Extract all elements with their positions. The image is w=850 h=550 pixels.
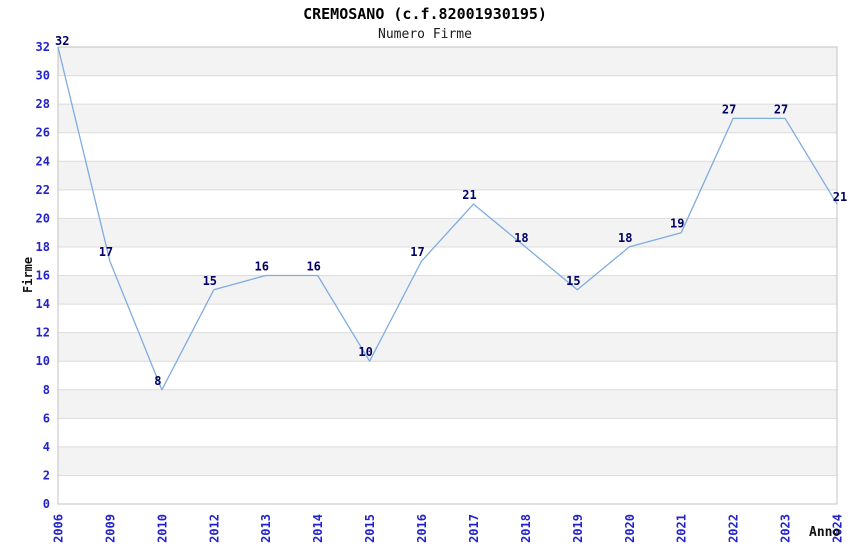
x-tick-label: 2022 bbox=[727, 514, 741, 543]
x-tick-label: 2021 bbox=[675, 514, 689, 543]
y-tick-label: 20 bbox=[36, 211, 50, 225]
data-line bbox=[57, 46, 838, 391]
data-label: 27 bbox=[722, 102, 736, 116]
data-label: 18 bbox=[514, 231, 528, 245]
plot-bands bbox=[58, 47, 837, 476]
x-tick-label: 2018 bbox=[519, 514, 533, 543]
data-labels: 32 17 8 15 16 16 10 17 21 18 15 18 19 27 27 21 bbox=[55, 34, 847, 388]
data-label: 32 bbox=[55, 34, 69, 48]
x-tick-label: 2013 bbox=[259, 514, 273, 543]
data-label: 17 bbox=[410, 245, 424, 259]
grid-lines bbox=[58, 46, 837, 505]
x-tick-label: 2010 bbox=[155, 514, 169, 543]
plot-band bbox=[58, 161, 837, 190]
plot-band bbox=[58, 389, 837, 419]
data-label: 16 bbox=[306, 260, 320, 274]
data-label: 15 bbox=[203, 274, 217, 288]
chart-subtitle: Numero Firme bbox=[378, 27, 472, 42]
y-tick-label: 32 bbox=[36, 40, 50, 54]
y-tick-label: 0 bbox=[43, 497, 50, 511]
y-tick-label: 12 bbox=[36, 326, 50, 340]
x-tick-label: 2012 bbox=[207, 514, 221, 543]
x-tick-label: 2019 bbox=[571, 514, 585, 543]
x-tick-labels: 2006 2009 2010 2012 2013 2014 2015 2016 2017 2018… bbox=[52, 514, 845, 543]
data-label: 27 bbox=[774, 102, 788, 116]
data-label: 21 bbox=[462, 188, 476, 202]
y-tick-label: 26 bbox=[36, 126, 50, 140]
plot-band bbox=[58, 275, 837, 305]
y-tick-label: 22 bbox=[36, 183, 50, 197]
x-axis-title: Anno bbox=[809, 525, 841, 540]
x-tick-label: 2009 bbox=[103, 514, 117, 543]
data-label: 16 bbox=[255, 260, 269, 274]
data-label: 19 bbox=[670, 217, 684, 231]
x-tick-label: 2023 bbox=[779, 514, 793, 543]
x-tick-label: 2006 bbox=[52, 514, 66, 543]
data-label: 21 bbox=[833, 190, 847, 204]
y-tick-label: 30 bbox=[36, 69, 50, 83]
data-label: 8 bbox=[154, 374, 161, 388]
plot-band bbox=[58, 332, 837, 362]
data-label: 18 bbox=[618, 231, 632, 245]
y-tick-label: 24 bbox=[36, 154, 50, 168]
data-label: 10 bbox=[358, 345, 372, 359]
data-label: 15 bbox=[566, 274, 580, 288]
y-axis-title: Firme bbox=[21, 256, 35, 293]
y-tick-label: 10 bbox=[36, 354, 50, 368]
x-tick-label: 2024 bbox=[831, 514, 845, 543]
x-tick-label: 2014 bbox=[311, 514, 325, 543]
y-tick-label: 6 bbox=[43, 411, 50, 425]
x-tick-label: 2016 bbox=[415, 514, 429, 543]
y-tick-label: 2 bbox=[43, 468, 50, 482]
x-tick-label: 2017 bbox=[467, 514, 481, 543]
y-tick-label: 8 bbox=[43, 383, 50, 397]
plot-border bbox=[57, 46, 838, 505]
plot-band bbox=[58, 47, 837, 76]
data-label: 17 bbox=[99, 245, 113, 259]
plot-band bbox=[58, 446, 837, 476]
x-tick-label: 2020 bbox=[623, 514, 637, 543]
y-tick-label: 14 bbox=[36, 297, 50, 311]
x-tick-label: 2015 bbox=[363, 514, 377, 543]
y-tick-label: 16 bbox=[36, 269, 50, 283]
y-tick-label: 28 bbox=[36, 97, 50, 111]
plot-band bbox=[58, 104, 837, 133]
y-tick-label: 18 bbox=[36, 240, 50, 254]
chart-title: CREMOSANO (c.f.82001930195) bbox=[303, 5, 547, 23]
y-tick-label: 4 bbox=[43, 440, 50, 454]
